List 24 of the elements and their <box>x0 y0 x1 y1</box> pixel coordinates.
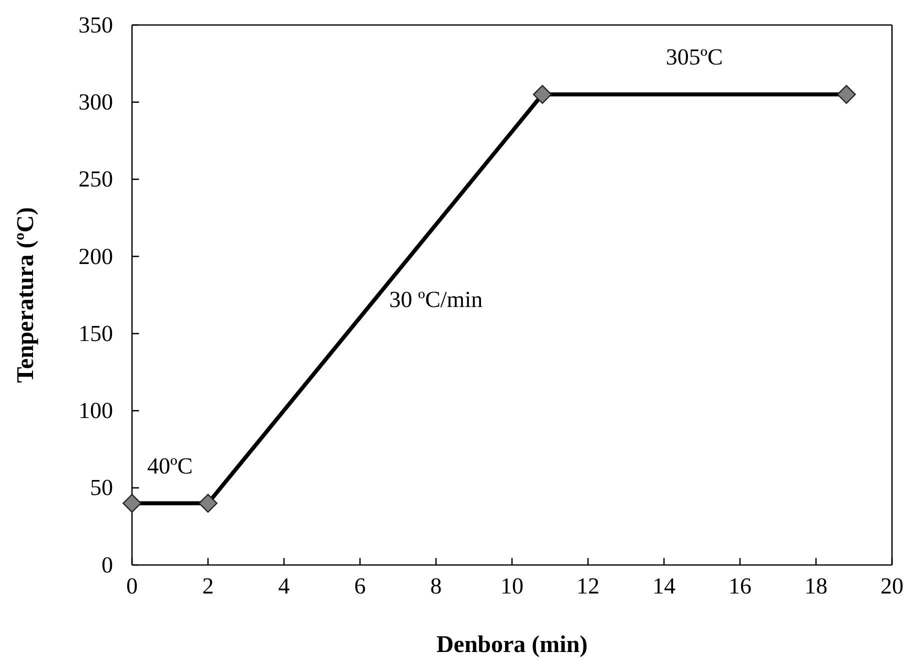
y-tick-label: 250 <box>78 166 113 192</box>
annotation: 40ºC <box>147 453 193 478</box>
x-tick-label: 16 <box>728 573 752 598</box>
x-tick-label: 8 <box>430 573 442 598</box>
y-tick-label: 100 <box>78 398 113 424</box>
x-tick-label: 14 <box>652 573 676 598</box>
annotation: 305ºC <box>666 44 723 70</box>
y-tick-label: 350 <box>78 12 113 38</box>
x-tick-label: 18 <box>804 573 828 598</box>
x-tick-label: 4 <box>278 573 290 598</box>
x-tick-label: 0 <box>126 573 138 598</box>
y-tick-label: 150 <box>78 320 113 346</box>
x-tick-label: 12 <box>576 573 600 598</box>
y-tick-label: 300 <box>78 90 113 115</box>
x-tick-label: 2 <box>202 573 214 598</box>
y-axis-title: Tenperatura (ºC) <box>13 207 39 383</box>
annotation: 30 ºC/min <box>389 286 484 312</box>
y-tick-label: 200 <box>78 244 113 269</box>
y-tick-label: 50 <box>90 475 113 500</box>
x-axis-title: Denbora (min) <box>436 632 588 658</box>
y-tick-label: 0 <box>102 552 113 578</box>
x-tick-label: 6 <box>354 573 366 598</box>
x-tick-label: 20 <box>880 573 904 598</box>
x-tick-label: 10 <box>500 573 524 598</box>
